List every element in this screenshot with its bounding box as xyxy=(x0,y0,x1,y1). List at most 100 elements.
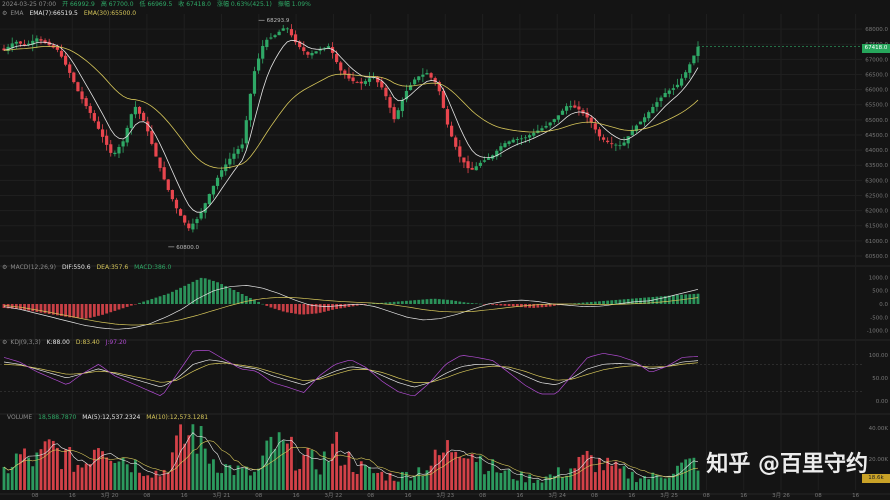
volume-bar xyxy=(639,478,642,490)
volume-bar xyxy=(589,455,593,490)
candle-body xyxy=(236,149,240,154)
candle-body xyxy=(684,72,688,78)
macd-histogram-bar xyxy=(388,302,392,304)
volume-bar xyxy=(520,471,523,490)
macd-histogram-bar xyxy=(400,301,404,304)
candle-body xyxy=(507,141,511,144)
volume-bar xyxy=(647,479,651,490)
candle-body xyxy=(72,72,76,83)
x-tick-label: 3月 22 xyxy=(325,492,343,499)
volume-bar xyxy=(499,472,503,490)
volume-bar xyxy=(216,472,219,490)
x-tick-label: 3月 25 xyxy=(660,492,678,499)
macd-histogram-bar xyxy=(302,304,306,315)
volume-bar xyxy=(224,464,228,490)
candle-body xyxy=(39,39,43,41)
macd-histogram-bar xyxy=(688,294,692,304)
candle-body xyxy=(76,82,80,92)
macd-histogram-bar xyxy=(429,298,433,304)
volume-bar xyxy=(409,480,412,490)
candle-body xyxy=(257,58,261,71)
candle-body xyxy=(437,82,441,92)
macd-histogram-bar xyxy=(437,299,441,304)
macd-histogram-bar xyxy=(630,298,634,304)
volume-bar xyxy=(92,449,96,490)
j-line xyxy=(3,350,699,397)
x-tick-label: 3月 20 xyxy=(101,492,119,499)
price-tick-label: 62000.0 xyxy=(865,209,888,215)
macd-value: MACD:386.0 xyxy=(134,264,172,271)
candle-body xyxy=(478,162,482,166)
volume-bar xyxy=(244,466,248,490)
macd-histogram-bar xyxy=(573,303,577,304)
macd-histogram-bar xyxy=(273,304,277,309)
kdj-header: ⚙ KDJ(9,3,3) K:88.00 D:83.40 J:97.20 xyxy=(2,339,133,347)
macd-histogram-bar xyxy=(491,304,495,305)
x-tick-label: 08 xyxy=(591,493,598,499)
macd-histogram-bar xyxy=(421,299,425,304)
candle-body xyxy=(281,28,285,31)
macd-histogram-bar xyxy=(84,304,88,319)
macd-histogram-bar xyxy=(39,304,43,313)
macd-histogram-bar xyxy=(598,301,601,304)
volume-bar xyxy=(125,464,129,490)
macd-histogram-bar xyxy=(392,301,396,304)
candle-body xyxy=(265,39,269,48)
volume-bar xyxy=(331,443,334,490)
candle-body xyxy=(417,76,421,81)
volume-bar xyxy=(72,471,76,490)
macd-histogram-bar xyxy=(409,300,412,304)
volume-bar xyxy=(643,476,647,490)
volume-bar xyxy=(359,461,363,490)
candle-body xyxy=(622,142,626,146)
macd-histogram-bar xyxy=(331,304,334,310)
candle-body xyxy=(252,71,257,94)
volume-value: 18,588.7870 xyxy=(38,414,77,421)
candle-body xyxy=(429,73,433,78)
dif-value: DIF:550.6 xyxy=(61,264,91,271)
macd-histogram-bar xyxy=(503,304,507,306)
macd-histogram-bar xyxy=(335,304,339,309)
macd-histogram-bar xyxy=(166,293,170,304)
macd-histogram-bar xyxy=(236,291,240,304)
gear-icon[interactable]: ⚙ xyxy=(2,10,8,17)
macd-histogram-bar xyxy=(281,304,285,312)
candle-body xyxy=(59,50,64,57)
volume-bar xyxy=(138,472,141,490)
macd-histogram-bar xyxy=(581,302,585,304)
volume-tick-label: 40.00K xyxy=(869,426,889,432)
macd-histogram-bar xyxy=(499,304,503,306)
candle-body xyxy=(240,144,244,149)
gear-icon[interactable]: ⚙ xyxy=(2,264,8,271)
macd-histogram-bar xyxy=(195,279,199,304)
macd-histogram-bar xyxy=(314,304,318,314)
macd-histogram-bar xyxy=(347,304,351,307)
macd-histogram-bar xyxy=(363,304,367,305)
volume-bar xyxy=(524,482,527,490)
macd-tick-label: -1000.0 xyxy=(867,329,889,335)
macd-histogram-bar xyxy=(199,277,203,304)
x-tick-label: 08 xyxy=(479,493,486,499)
volume-bar xyxy=(503,470,507,490)
macd-histogram-bar xyxy=(187,283,191,304)
macd-histogram-bar xyxy=(351,304,355,307)
candle-body xyxy=(18,41,23,44)
x-tick-label: 3月 21 xyxy=(213,492,231,499)
volume-bar xyxy=(261,455,265,490)
macd-label: MACD(12,26,9) xyxy=(10,264,56,271)
vol-ma5-line xyxy=(3,432,699,481)
volume-bar xyxy=(97,448,100,490)
volume-bar xyxy=(417,467,421,490)
candle-body xyxy=(614,144,618,146)
volume-bar xyxy=(577,456,581,490)
x-tick-label: 3月 23 xyxy=(436,492,454,499)
candle-body xyxy=(31,40,35,45)
volume-bar xyxy=(318,474,322,490)
candle-body xyxy=(129,114,133,129)
candle-body xyxy=(454,137,458,147)
gear-icon[interactable]: ⚙ xyxy=(2,339,8,346)
candle-body xyxy=(552,119,556,122)
candle-body xyxy=(597,129,602,137)
candle-body xyxy=(564,106,569,111)
